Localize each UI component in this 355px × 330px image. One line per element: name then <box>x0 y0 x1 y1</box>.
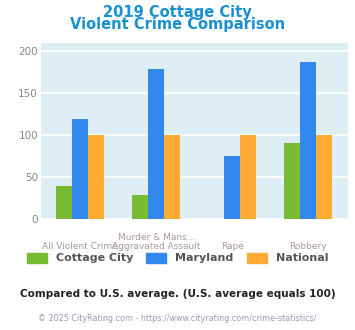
Bar <box>164 135 180 219</box>
Bar <box>56 186 72 219</box>
Bar <box>132 195 148 219</box>
Legend: Cottage City, Maryland, National: Cottage City, Maryland, National <box>27 253 328 263</box>
Bar <box>300 62 316 219</box>
Text: Murder & Mans...: Murder & Mans... <box>118 233 195 242</box>
Bar <box>284 143 300 219</box>
Text: © 2025 CityRating.com - https://www.cityrating.com/crime-statistics/: © 2025 CityRating.com - https://www.city… <box>38 314 317 323</box>
Text: Robbery: Robbery <box>290 242 327 250</box>
Text: Violent Crime Comparison: Violent Crime Comparison <box>70 16 285 31</box>
Text: 2019 Cottage City: 2019 Cottage City <box>103 5 252 20</box>
Text: All Violent Crime: All Violent Crime <box>43 242 118 250</box>
Text: Rape: Rape <box>221 242 244 250</box>
Bar <box>240 135 256 219</box>
Bar <box>224 156 240 219</box>
Text: Compared to U.S. average. (U.S. average equals 100): Compared to U.S. average. (U.S. average … <box>20 289 335 299</box>
Bar <box>148 69 164 219</box>
Bar <box>316 135 332 219</box>
Text: Aggravated Assault: Aggravated Assault <box>112 242 201 250</box>
Bar <box>72 118 88 219</box>
Bar <box>88 135 104 219</box>
